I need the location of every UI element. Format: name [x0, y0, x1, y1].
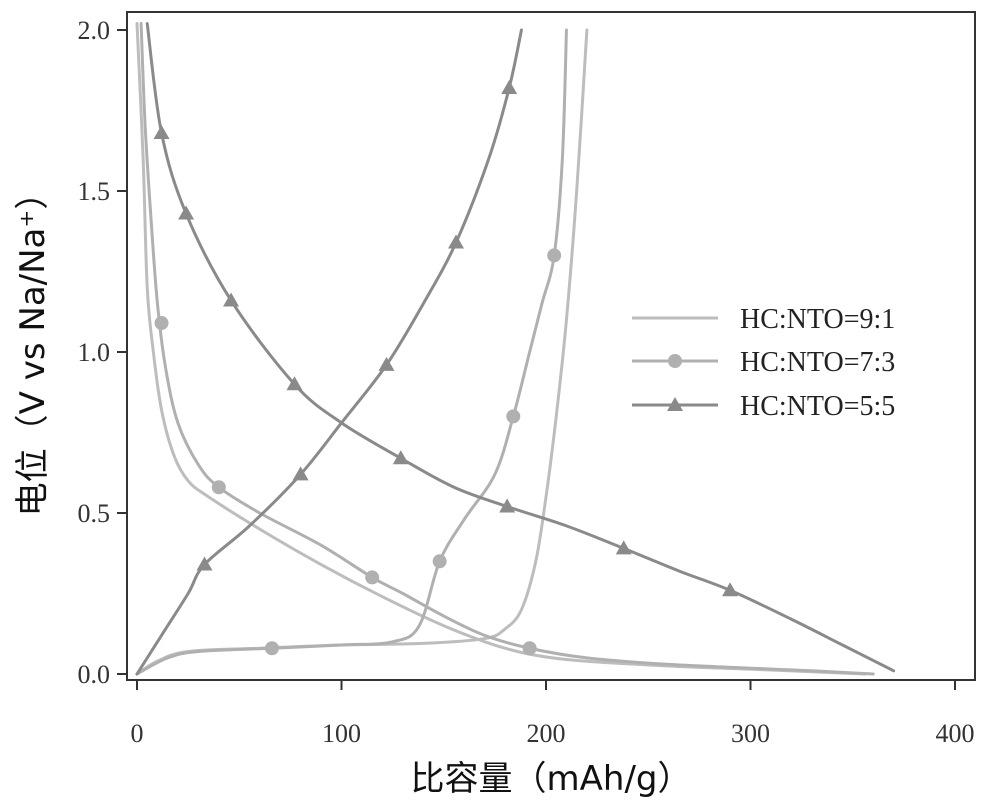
- legend-marker-7-3: [668, 354, 682, 368]
- x-tick-label: 0: [131, 719, 144, 748]
- legend-label-7-3: HC:NTO=7:3: [740, 347, 895, 378]
- legend: HC:NTO=9:1 HC:NTO=7:3 HC:NTO=5:5: [615, 290, 970, 430]
- circle-marker: [433, 554, 447, 568]
- y-tick-label: 1.5: [78, 177, 111, 206]
- triangle-marker: [448, 235, 464, 249]
- circle-marker: [523, 641, 537, 655]
- legend-label-5-5: HC:NTO=5:5: [740, 391, 895, 422]
- circle-marker: [155, 316, 169, 330]
- circle-marker: [547, 248, 561, 262]
- x-tick-label: 200: [527, 719, 566, 748]
- y-tick-label: 0.0: [78, 660, 111, 689]
- y-tick-label: 1.0: [78, 338, 111, 367]
- circle-marker: [265, 641, 279, 655]
- triangle-marker: [393, 450, 409, 464]
- series-curve: [137, 30, 521, 674]
- x-tick-label: 100: [322, 719, 361, 748]
- series-curve: [137, 30, 566, 674]
- triangle-marker: [154, 125, 170, 139]
- circle-marker: [365, 570, 379, 584]
- y-axis-title: 电位（V vs Na/Na⁺）: [13, 176, 53, 517]
- triangle-marker: [501, 80, 517, 94]
- circle-marker: [506, 409, 520, 423]
- circle-marker: [212, 480, 226, 494]
- triangle-marker: [178, 206, 194, 220]
- x-tick-label: 300: [731, 719, 770, 748]
- y-tick-label: 0.5: [78, 499, 111, 528]
- x-axis-title: 比容量（mAh/g）: [411, 759, 692, 799]
- y-tick-label: 2.0: [78, 16, 111, 45]
- series-curve: [137, 30, 587, 674]
- x-tick-label: 400: [936, 719, 975, 748]
- legend-label-9-1: HC:NTO=9:1: [740, 304, 895, 335]
- triangle-marker: [223, 292, 239, 306]
